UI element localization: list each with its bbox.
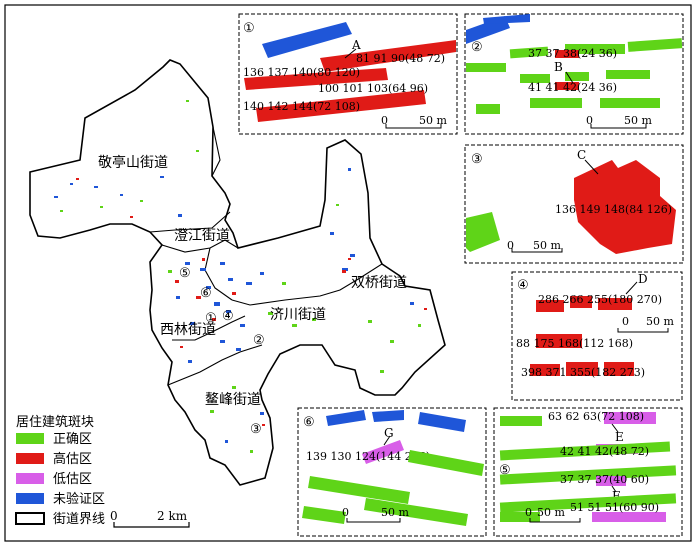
- inset-1-number: ①: [243, 21, 255, 36]
- inset-4-letter: D: [638, 272, 648, 286]
- inset-1: ① A 81 91 90(48 72) 136 137 140(80 120) …: [238, 13, 458, 135]
- inset-6-letter: G: [384, 426, 394, 440]
- inset-6: ⑥ G 139 130 124(144 216) 0 50 m: [297, 407, 487, 537]
- inset-5-label-3: 37 37 37(40 60): [560, 473, 649, 486]
- inset-4-label-3: 398 371 355(182 273): [521, 366, 645, 379]
- map-marker-1: ①: [205, 311, 217, 326]
- inset-4-number: ④: [517, 278, 529, 293]
- inset-5-number: ⑤: [499, 463, 511, 478]
- inset-5-label-2: 42 41 42(48 72): [560, 445, 649, 458]
- main-scale-label: 2 km: [157, 509, 188, 523]
- legend-title: 居住建筑斑块: [16, 414, 94, 430]
- legend-swatch-unverified: [16, 493, 44, 504]
- legend-swatch-correct: [16, 433, 44, 444]
- inset-1-label-1: 81 91 90(48 72): [356, 52, 445, 65]
- district-boundary: [29, 59, 446, 486]
- map-marker-6: ⑥: [200, 286, 212, 301]
- inset-6-scale-zero: 0: [342, 506, 349, 519]
- inset-5: 63 62 63(72 108) E 42 41 42(48 72) ⑤ 37 …: [493, 407, 683, 537]
- inset-1-scale-zero: 0: [381, 114, 388, 127]
- inset-3-number: ③: [471, 152, 483, 167]
- map-marker-3: ③: [250, 422, 262, 437]
- map-marker-4: ④: [222, 309, 234, 324]
- district-xilin: 西林街道: [160, 322, 216, 338]
- legend-label-unverified: 未验证区: [53, 491, 105, 507]
- legend-label-boundary: 街道界线: [53, 512, 105, 527]
- inset-6-label-1: 139 130 124(144 216): [306, 450, 430, 463]
- inset-2-letter: B: [554, 60, 563, 74]
- inset-1-label-2: 136 137 140(80 120): [243, 66, 360, 79]
- inset-4-scale-zero: 0: [622, 315, 629, 328]
- legend-swatch-under: [16, 473, 44, 484]
- inset-5-letter: E: [615, 430, 624, 444]
- district-shuangqiao: 双桥街道: [351, 275, 407, 291]
- inset-2-label-1: 37 37 38(24 36): [528, 47, 617, 60]
- legend-swatch-boundary: [15, 512, 45, 525]
- inset-2-label-2: 41 41 42(24 36): [528, 81, 617, 94]
- inset-3-letter: C: [577, 148, 586, 162]
- inset-5-label-4: 51 51 51(60 90): [570, 501, 659, 514]
- inset-5-letter-2: F: [612, 489, 620, 503]
- main-scale-bar: 0 2 km: [110, 509, 190, 528]
- inset-4: ④ D 286 266 255(180 270) 0 50 m 88 175 1…: [511, 271, 683, 401]
- inset-2: ② 37 37 38(24 36) B 41 41 42(24 36) 0 50…: [464, 13, 684, 135]
- inset-4-label-2: 88 175 168(112 168): [516, 337, 633, 350]
- inset-3-label-1: 136 149 148(84 126): [555, 203, 672, 216]
- district-chengjiang: 澄江街道: [174, 228, 230, 244]
- inset-1-label-3: 100 101 103(64 96): [318, 82, 428, 95]
- inset-1-label-4: 140 142 144(72 108): [243, 100, 360, 113]
- inset-2-scale-label: 50 m: [624, 114, 652, 127]
- district-jingtingshan: 敬亭山街道: [98, 154, 168, 171]
- inset-6-scale-label: 50 m: [381, 506, 409, 519]
- inset-4-scale-label: 50 m: [646, 315, 674, 328]
- district-jichuan: 济川街道: [270, 307, 326, 323]
- inset-3: ③ C 136 149 148(84 126) 0 50 m: [464, 144, 684, 264]
- map-marker-5: ⑤: [179, 266, 191, 281]
- internal-boundaries: [149, 126, 383, 386]
- building-patches: [54, 100, 427, 453]
- legend: 居住建筑斑块 正确区 高估区 低估区 未验证区 街道界线: [15, 414, 105, 527]
- main-scale-zero: 0: [110, 509, 118, 523]
- legend-label-under: 低估区: [53, 472, 92, 487]
- inset-5-scale-zero: 0: [525, 506, 532, 519]
- district-aofeng: 鳌峰街道: [205, 391, 261, 408]
- inset-6-number: ⑥: [303, 415, 315, 430]
- legend-label-correct: 正确区: [53, 432, 92, 447]
- inset-2-scale-zero: 0: [586, 114, 593, 127]
- inset-3-scale-zero: 0: [507, 239, 514, 252]
- inset-4-label-1: 286 266 255(180 270): [538, 293, 662, 306]
- legend-label-over: 高估区: [53, 451, 92, 467]
- inset-2-number: ②: [471, 40, 483, 55]
- inset-1-scale-label: 50 m: [419, 114, 447, 127]
- map-marker-2: ②: [253, 333, 265, 348]
- inset-5-label-1: 63 62 63(72 108): [548, 410, 644, 423]
- inset-5-scale-label: 50 m: [537, 506, 565, 519]
- inset-1-letter: A: [351, 38, 361, 52]
- legend-swatch-over: [16, 453, 44, 464]
- inset-3-scale-label: 50 m: [533, 239, 561, 252]
